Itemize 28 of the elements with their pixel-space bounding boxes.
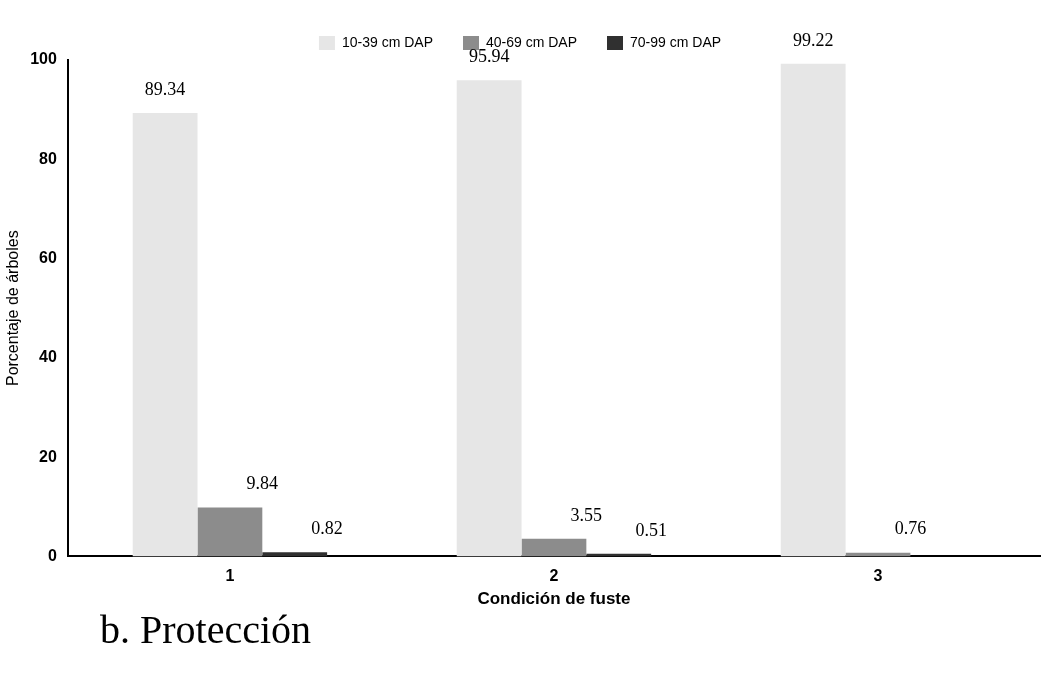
bar: [456, 80, 522, 557]
data-label: 3.55: [570, 504, 603, 525]
data-label: 0.51: [635, 519, 667, 540]
bar: [262, 552, 328, 557]
y-tick-label: 0: [47, 546, 57, 564]
bar: [780, 63, 846, 557]
y-tick-label: 100: [30, 50, 57, 68]
legend-label: 40-69 cm DAP: [485, 33, 578, 50]
x-tick-label: 1: [225, 567, 235, 585]
bar: [132, 112, 198, 557]
bar: [197, 507, 263, 557]
data-label: 89.34: [144, 78, 186, 99]
legend-label: 70-99 cm DAP: [630, 33, 722, 50]
y-tick-label: 80: [39, 149, 57, 167]
x-tick-label: 3: [873, 567, 883, 585]
data-label: 9.84: [246, 473, 279, 494]
legend-label: 10-39 cm DAP: [341, 33, 433, 50]
y-tick-label: 60: [39, 248, 57, 266]
x-tick-label: 2: [549, 567, 559, 585]
x-axis-title: Condición de fuste: [477, 589, 631, 609]
bar: [521, 538, 587, 557]
y-tick-label: 40: [39, 348, 57, 366]
data-label: 0.82: [311, 518, 343, 539]
y-axis-title: Porcentaje de árboles: [4, 230, 22, 387]
text: b. Protección: [100, 606, 312, 653]
y-tick-label: 20: [39, 447, 57, 465]
data-label: 0.76: [894, 518, 927, 539]
data-label: 99.22: [792, 29, 834, 50]
